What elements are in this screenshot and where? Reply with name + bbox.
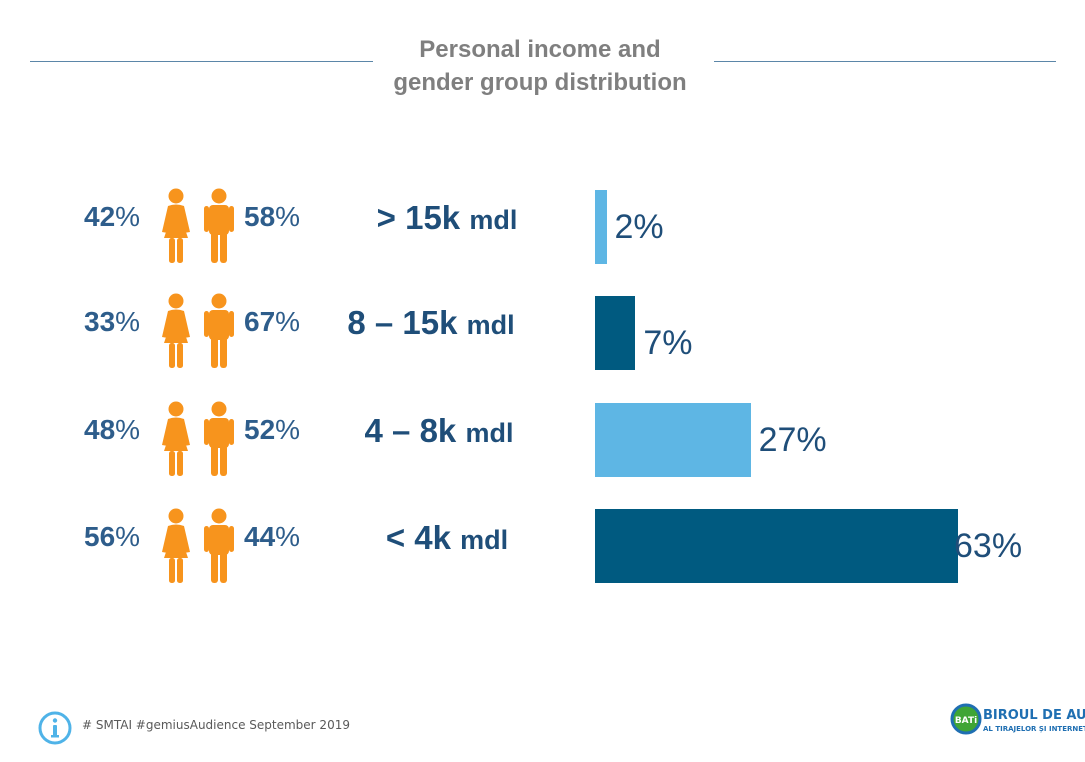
male-share-value: 52 [244, 414, 276, 445]
income-bracket-label: > 15k mdl [342, 199, 552, 237]
female-share-sign: % [115, 306, 141, 337]
title-rule-right [714, 61, 1056, 62]
female-person-icon [156, 508, 196, 589]
income-bracket-label: 4 – 8k mdl [334, 412, 544, 450]
chart-title-line2: gender group distribution [393, 69, 687, 96]
chart-title-line1: Personal income and [419, 36, 661, 63]
female-person-icon [156, 401, 196, 482]
female-share-sign: % [115, 414, 141, 445]
income-bracket-unit: mdl [465, 418, 514, 448]
share-bar [595, 403, 751, 477]
income-bracket-value: 8 – 15k [347, 304, 458, 341]
female-share-label: 48% [84, 414, 152, 446]
female-share-label: 56% [84, 521, 152, 553]
income-row: 33% 67% 8 – 15k mdl 7% [0, 290, 1085, 380]
male-share-value: 44 [244, 521, 276, 552]
income-row: 48% 52% 4 – 8k mdl 27% [0, 398, 1085, 488]
info-icon [38, 711, 72, 745]
female-share-sign: % [115, 201, 141, 232]
male-share-label: 67% [244, 306, 314, 338]
footer-source-note: # SMTAI #gemiusAudience September 2019 [82, 718, 350, 732]
male-person-icon [202, 293, 236, 374]
title-rule-left [30, 61, 373, 62]
male-share-value: 67 [244, 306, 276, 337]
female-share-value: 33 [84, 306, 116, 337]
female-share-value: 56 [84, 521, 116, 552]
female-share-value: 42 [84, 201, 116, 232]
income-bracket-unit: mdl [469, 205, 518, 235]
income-bracket-value: 4 – 8k [364, 412, 457, 449]
income-bracket-value: > 15k [376, 199, 461, 236]
share-bar-label: 27% [758, 421, 827, 459]
share-bar-label: 2% [614, 208, 664, 246]
male-person-icon [202, 188, 236, 269]
logo-badge-text: BATi [955, 716, 977, 726]
logo-line1: BIROUL DE AUDIT [983, 708, 1085, 723]
chart-title: Personal income and gender group distrib… [340, 33, 740, 99]
income-bracket-unit: mdl [466, 310, 515, 340]
logo-badge-icon: BATi [950, 703, 982, 735]
male-share-label: 58% [244, 201, 314, 233]
male-share-label: 44% [244, 521, 314, 553]
male-share-sign: % [275, 306, 301, 337]
male-share-sign: % [275, 521, 301, 552]
share-bar [595, 509, 958, 583]
female-share-label: 33% [84, 306, 152, 338]
share-bar [595, 190, 607, 264]
female-share-label: 42% [84, 201, 152, 233]
female-share-sign: % [115, 521, 141, 552]
female-share-value: 48 [84, 414, 116, 445]
income-row: 42% 58% > 15k mdl 2% [0, 185, 1085, 275]
income-bracket-unit: mdl [460, 525, 509, 555]
female-person-icon [156, 188, 196, 269]
income-bracket-label: 8 – 15k mdl [326, 304, 536, 342]
logo-line2: AL TIRAJELOR ȘI INTERNETULUI [983, 725, 1085, 733]
income-bracket-label: < 4k mdl [342, 519, 552, 557]
share-bar-label: 63% [954, 527, 1023, 565]
male-person-icon [202, 401, 236, 482]
share-bar-label: 7% [643, 324, 693, 362]
male-share-label: 52% [244, 414, 314, 446]
male-person-icon [202, 508, 236, 589]
income-row: 56% 44% < 4k mdl 63% [0, 505, 1085, 595]
male-share-sign: % [275, 414, 301, 445]
female-person-icon [156, 293, 196, 374]
male-share-sign: % [275, 201, 301, 232]
income-bracket-value: < 4k [385, 519, 451, 556]
share-bar [595, 296, 636, 370]
male-share-value: 58 [244, 201, 276, 232]
